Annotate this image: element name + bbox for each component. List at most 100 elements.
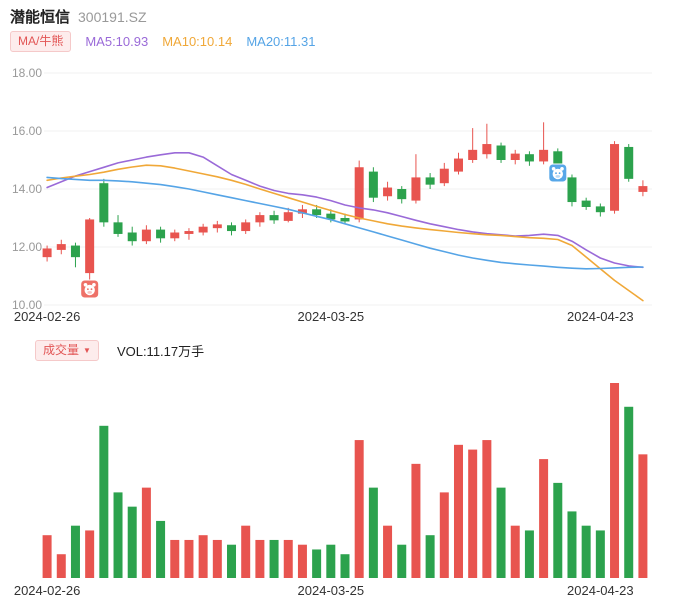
- price-chart[interactable]: 18.00 16.00 14.00 12.00 10.00: [0, 58, 686, 310]
- x-axis-label: 2024-02-26: [13, 583, 81, 598]
- candle: [482, 123, 492, 159]
- volume-bar: [113, 492, 123, 578]
- volume-bar: [595, 530, 605, 578]
- volume-bar: [312, 549, 322, 578]
- candle: [70, 242, 80, 268]
- volume-bar: [425, 535, 435, 578]
- volume-bar: [42, 535, 52, 578]
- candle: [156, 226, 166, 243]
- candle: [524, 151, 534, 166]
- volume-bar: [354, 440, 364, 578]
- volume-bar: [482, 440, 492, 578]
- candle: [42, 245, 52, 262]
- sell-marker-icon[interactable]: [548, 163, 568, 183]
- volume-bar: [56, 554, 66, 578]
- candle: [297, 204, 307, 218]
- volume-bar: [141, 487, 151, 578]
- volume-bar: [368, 487, 378, 578]
- ma20-legend: MA20:11.31: [246, 34, 316, 49]
- volume-bar: [283, 539, 293, 578]
- volume-bar: [439, 492, 449, 578]
- volume-value: VOL:11.17万手: [116, 344, 205, 359]
- candle: [198, 223, 208, 236]
- candle: [99, 178, 109, 227]
- candle: [241, 219, 251, 234]
- ma5-line: [46, 152, 644, 269]
- candle: [113, 215, 123, 237]
- volume-bar: [496, 487, 506, 578]
- candle: [127, 226, 137, 246]
- candle: [56, 239, 66, 255]
- y-axis-label: 16.00: [12, 124, 42, 138]
- volume-bar: [326, 544, 336, 578]
- volume-bar: [170, 539, 180, 578]
- candle: [170, 229, 180, 242]
- ma5-legend: MA5:10.93: [85, 34, 149, 49]
- candle: [539, 122, 549, 165]
- volume-bar: [340, 554, 350, 578]
- volume-bar: [567, 511, 577, 578]
- candle: [496, 142, 506, 163]
- y-axis-label: 12.00: [12, 240, 42, 254]
- volume-bar: [212, 539, 222, 578]
- volume-bar: [610, 383, 620, 578]
- volume-bar: [156, 520, 166, 578]
- x-axis-label: 2024-02-26: [13, 309, 81, 324]
- candle: [411, 154, 421, 204]
- candle: [354, 160, 364, 223]
- candle: [595, 203, 605, 217]
- price-x-axis-labels: 2024-02-26 2024-03-25 2024-04-23: [0, 309, 686, 325]
- ma-mode-selector[interactable]: MA/牛熊: [10, 31, 72, 52]
- volume-bar: [553, 482, 563, 578]
- y-axis-label: 18.00: [12, 66, 42, 80]
- volume-bar: [397, 544, 407, 578]
- candle: [85, 218, 95, 285]
- volume-header: 成交量 ▼ VOL:11.17万手: [35, 340, 204, 361]
- candle: [638, 180, 648, 197]
- candle: [610, 141, 620, 214]
- ma20-line: [46, 176, 644, 270]
- volume-bar: [255, 539, 265, 578]
- candle: [624, 144, 634, 182]
- ma10-line: [46, 164, 644, 302]
- candle: [567, 174, 577, 207]
- candle: [468, 128, 478, 163]
- volume-bar: [453, 444, 463, 578]
- candle: [510, 149, 520, 165]
- volume-bar: [198, 535, 208, 578]
- ma10-legend: MA10:10.14: [162, 34, 233, 49]
- ma-legend: MA/牛熊 MA5:10.93 MA10:10.14 MA20:11.31: [10, 31, 315, 52]
- volume-bar: [581, 525, 591, 578]
- y-axis-label: 14.00: [12, 182, 42, 196]
- candle: [368, 167, 378, 203]
- volume-bar: [269, 539, 279, 578]
- x-axis-label: 2024-03-25: [297, 583, 365, 598]
- volume-bar: [184, 539, 194, 578]
- volume-x-axis-labels: 2024-02-26 2024-03-25 2024-04-23: [0, 583, 686, 599]
- volume-bar: [297, 544, 307, 578]
- volume-bar: [638, 454, 648, 578]
- volume-bar: [99, 425, 109, 578]
- buy-marker-icon[interactable]: [80, 279, 100, 299]
- volume-bar: [524, 530, 534, 578]
- stock-code: 300191.SZ: [78, 9, 147, 25]
- candle: [439, 162, 449, 187]
- volume-selector-label: 成交量: [43, 343, 80, 357]
- volume-indicator-selector[interactable]: 成交量 ▼: [35, 340, 99, 361]
- candle: [453, 152, 463, 175]
- y-axis-label: 10.00: [12, 298, 42, 310]
- volume-bar: [468, 449, 478, 578]
- volume-chart[interactable]: [0, 368, 686, 580]
- volume-bar: [383, 525, 393, 578]
- volume-bar: [539, 459, 549, 578]
- candle: [212, 220, 222, 233]
- candle: [581, 197, 591, 210]
- stock-name: 潜能恒信: [10, 9, 71, 26]
- candle: [383, 181, 393, 201]
- volume-bar: [70, 525, 80, 578]
- volume-bar: [624, 406, 634, 578]
- candle: [255, 212, 265, 227]
- volume-bar: [85, 530, 95, 578]
- candle: [425, 173, 435, 189]
